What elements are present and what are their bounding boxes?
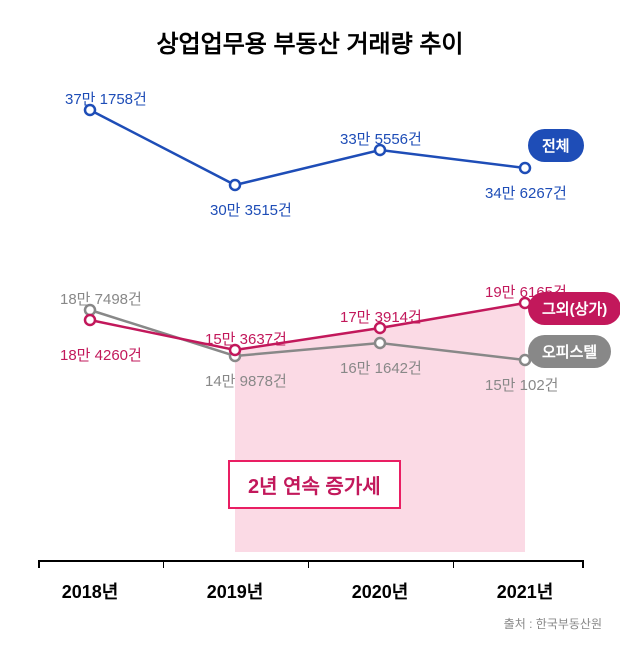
- highlight-annotation: 2년 연속 증가세: [228, 460, 401, 509]
- data-label-total: 30만 3515건: [210, 199, 292, 220]
- chart-plot-area: 18만 7498건14만 9878건16만 1642건15만 102건오피스텔1…: [38, 60, 548, 550]
- legend-badge-total: 전체: [528, 129, 584, 162]
- chart-source: 출처 : 한국부동산원: [504, 615, 602, 632]
- x-tick-mark: [453, 560, 455, 568]
- x-tick-mark: [38, 560, 40, 568]
- x-tick-mark: [163, 560, 165, 568]
- legend-badge-officetel: 오피스텔: [528, 335, 611, 368]
- marker-officetel: [375, 338, 385, 348]
- x-axis-line: [38, 560, 582, 562]
- x-axis-label: 2021년: [497, 578, 554, 604]
- x-axis-label: 2019년: [207, 578, 264, 604]
- data-label-officetel: 16만 1642건: [340, 357, 422, 378]
- marker-other: [85, 315, 95, 325]
- x-tick-mark: [308, 560, 310, 568]
- chart-title: 상업업무용 부동산 거래량 추이: [0, 0, 620, 59]
- data-label-other: 15만 3637건: [205, 328, 287, 349]
- data-label-other: 17만 3914건: [340, 306, 422, 327]
- data-label-officetel: 14만 9878건: [205, 370, 287, 391]
- data-label-officetel: 18만 7498건: [60, 288, 142, 309]
- marker-total: [230, 180, 240, 190]
- x-tick-mark: [582, 560, 584, 568]
- legend-badge-other: 그외(상가): [528, 292, 620, 325]
- marker-total: [520, 163, 530, 173]
- data-label-total: 33만 5556건: [340, 128, 422, 149]
- data-label-other: 18만 4260건: [60, 344, 142, 365]
- data-label-total: 34만 6267건: [485, 182, 567, 203]
- x-axis-label: 2020년: [352, 578, 409, 604]
- line-total: [90, 110, 525, 185]
- data-label-total: 37만 1758건: [65, 88, 147, 109]
- x-axis-label: 2018년: [62, 578, 119, 604]
- data-label-officetel: 15만 102건: [485, 374, 558, 395]
